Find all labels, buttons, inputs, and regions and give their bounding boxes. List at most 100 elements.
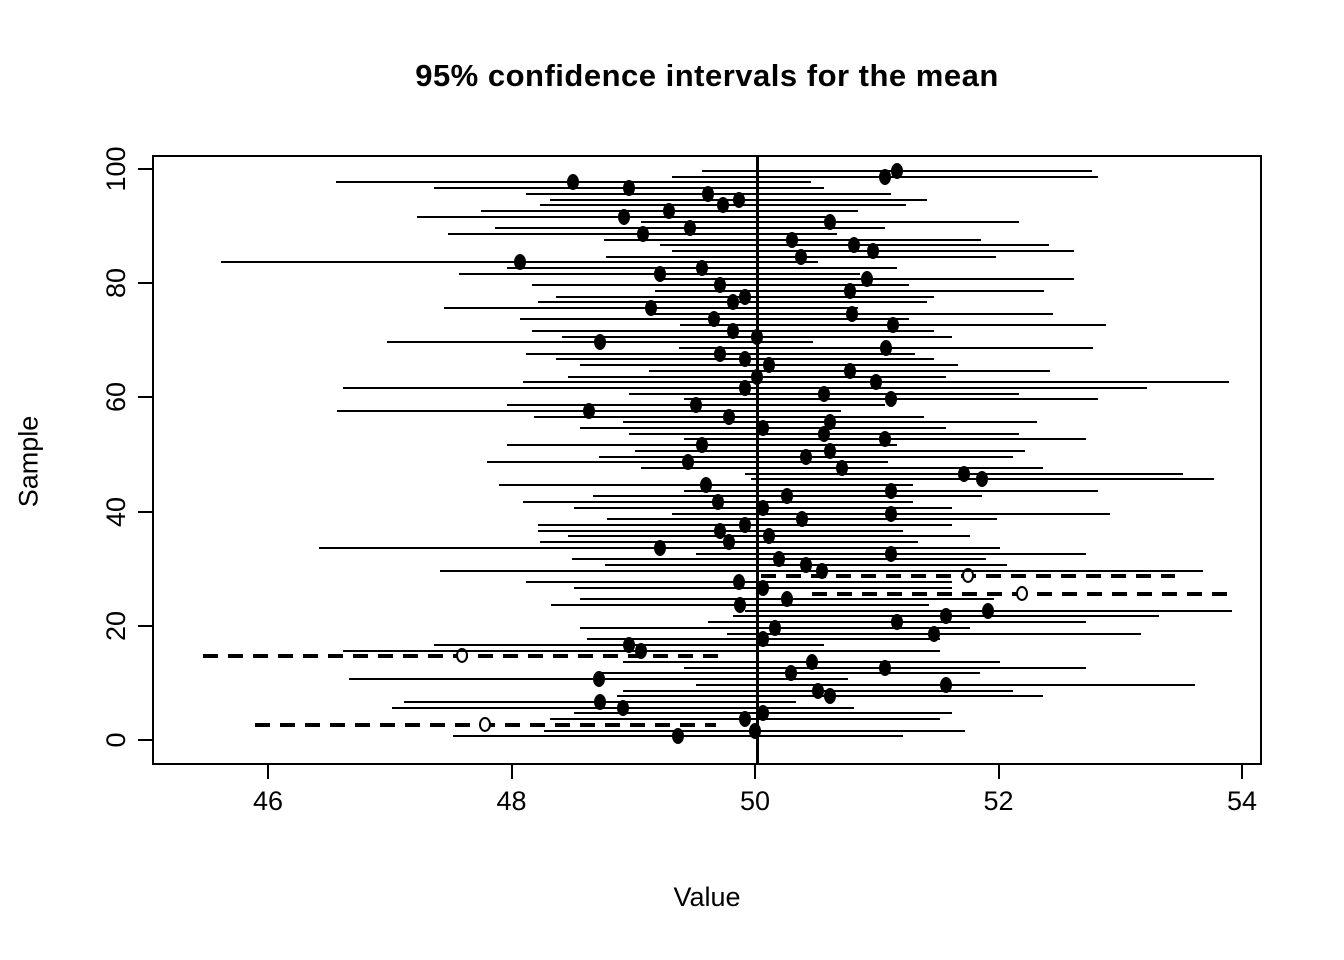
sample-mean-open-circle [456,648,469,664]
sample-mean-dot [796,511,809,528]
sample-mean-dot [593,694,606,711]
sample-mean-dot [722,534,735,551]
sample-mean-dot [582,402,595,419]
sample-mean-dot [824,214,837,231]
sample-mean-open-circle [961,568,974,584]
y-tick-label: 80 [100,268,131,299]
sample-mean-dot [815,562,828,579]
sample-mean-dot [722,408,735,425]
sample-mean-dot [884,391,897,408]
sample-mean-dot [757,499,770,516]
sample-mean-dot [884,545,897,562]
sample-mean-dot [836,459,849,476]
x-tick-mark [510,765,513,779]
sample-mean-open-circle [479,716,492,732]
sample-mean-dot [681,454,694,471]
sample-mean-dot [716,197,729,214]
sample-mean-dot [927,625,940,642]
x-axis-label: Value [673,882,741,912]
sample-mean-dot [738,288,751,305]
sample-mean-dot [939,608,952,625]
plot-area [152,155,1262,765]
sample-mean-dot [593,334,606,351]
sample-mean-dot [513,254,526,271]
y-tick-label: 40 [100,496,131,527]
x-tick-label: 46 [252,786,284,816]
sample-mean-dot [884,482,897,499]
sample-mean-dot [772,551,785,568]
sample-mean-dot [567,174,580,191]
sample-mean-dot [714,345,727,362]
y-tick-label: 100 [100,146,131,192]
sample-mean-dot [763,357,776,374]
sample-mean-dot [860,271,873,288]
sample-mean-dot [824,688,837,705]
sample-mean-dot [757,631,770,648]
sample-mean-dot [799,556,812,573]
sample-mean-dot [794,248,807,265]
sample-mean-dot [696,260,709,277]
sample-mean-dot [976,471,989,488]
sample-mean-dot [636,225,649,242]
y-tick-label: 60 [100,382,131,413]
sample-mean-dot [714,522,727,539]
sample-mean-dot [684,220,697,237]
sample-mean-dot [757,579,770,596]
sample-mean-dot [618,208,631,225]
y-tick-mark [138,624,152,627]
sample-mean-dot [623,636,636,653]
sample-mean-dot [653,539,666,556]
sample-mean-dot [653,265,666,282]
sample-mean-dot [982,602,995,619]
x-tick-mark [267,765,269,779]
sample-mean-dot [817,385,830,402]
x-tick-label: 52 [983,786,1014,816]
sample-mean-dot [870,374,883,391]
sample-mean-dot [763,528,776,545]
sample-mean-dot [714,277,727,294]
x-tick-label: 54 [1226,786,1258,816]
sample-mean-dot [726,294,739,311]
sample-mean-dot [845,305,858,322]
sample-mean-dot [645,300,658,317]
sample-mean-dot [848,237,861,254]
sample-mean-dot [696,437,709,454]
sample-mean-dot [757,419,770,436]
sample-mean-dot [785,665,798,682]
sample-mean-dot [738,711,751,728]
sample-mean-dot [663,202,676,219]
x-tick-mark [754,765,756,779]
sample-mean-dot [708,311,721,328]
sample-mean-dot [751,368,763,385]
sample-mean-dot [957,465,970,482]
y-tick-mark [138,510,152,513]
sample-mean-dot [699,477,712,494]
x-tick-label: 48 [496,786,527,816]
y-tick-label: 0 [100,732,131,748]
sample-mean-dot [617,699,630,716]
y-tick-label: 20 [100,610,131,641]
sample-mean-dot [623,180,636,197]
sample-mean-dot [757,705,770,722]
sample-mean-dot [824,414,837,431]
y-tick-mark [138,168,152,170]
sample-mean-dot [751,328,763,345]
sample-mean-dot [738,351,751,368]
sample-mean-dot [712,494,725,511]
sample-mean-dot [732,191,745,208]
sample-mean-dot [732,574,745,591]
sample-mean-dot [884,505,897,522]
sample-mean-dot [866,242,879,259]
x-tick-mark [1241,765,1243,779]
sample-mean-dot [824,442,837,459]
sample-mean-dot [769,619,782,636]
sample-mean-dot [592,671,605,688]
sample-mean-dot [878,659,891,676]
sample-mean-dot [805,654,818,671]
sample-mean-dot [748,722,761,739]
sample-mean-dot [738,379,751,396]
sample-mean-dot [939,676,952,693]
sample-mean-dot [635,642,648,659]
y-tick-mark [138,282,152,285]
